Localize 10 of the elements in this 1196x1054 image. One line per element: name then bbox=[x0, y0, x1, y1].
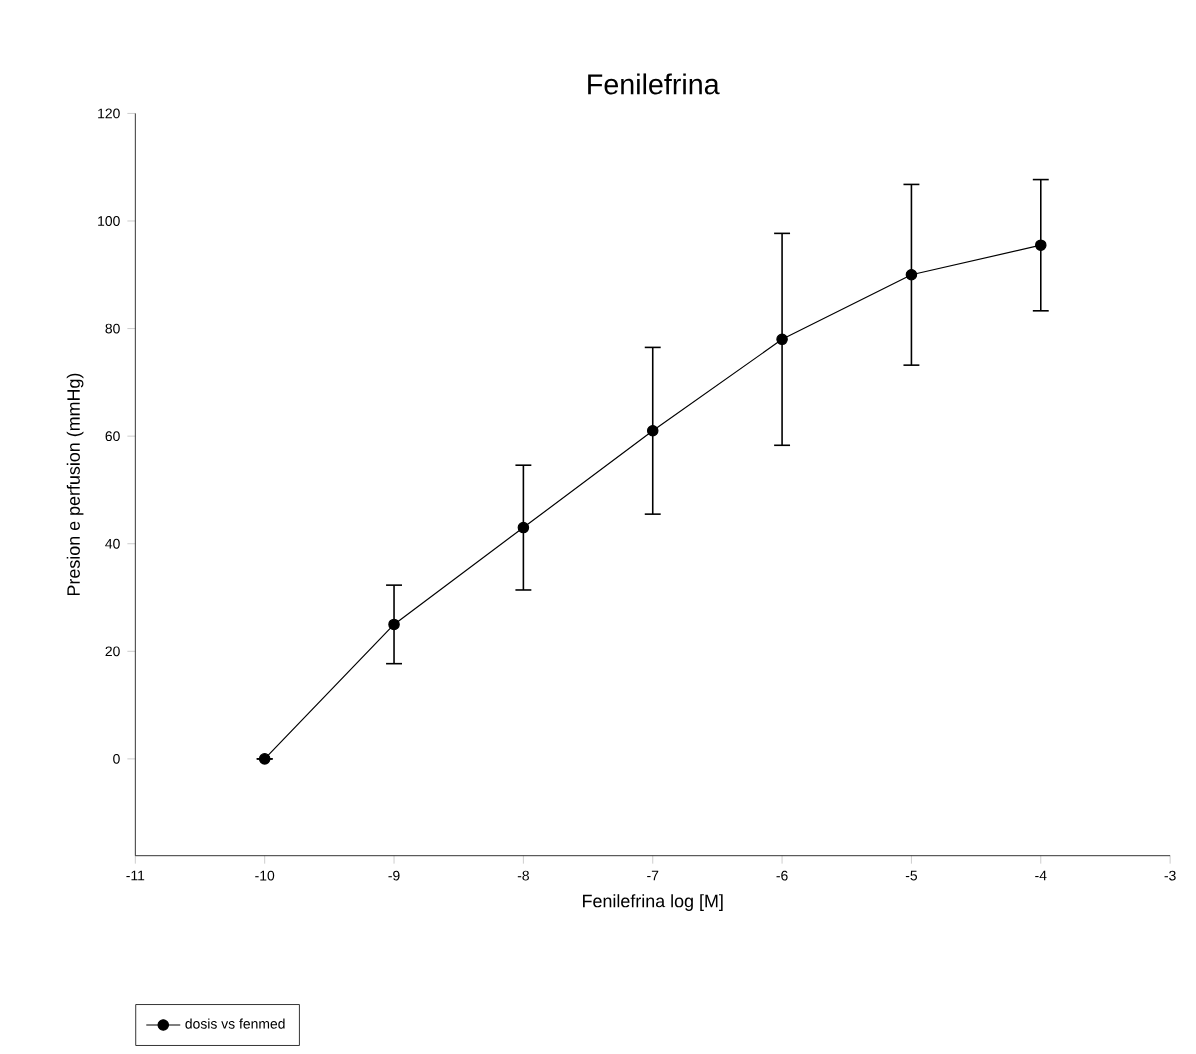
x-axis-title: Fenilefrina log [M] bbox=[583, 893, 723, 911]
point bbox=[776, 333, 788, 345]
point bbox=[646, 424, 659, 437]
point bbox=[388, 618, 400, 630]
point bbox=[905, 268, 918, 281]
point bbox=[1035, 239, 1047, 251]
point bbox=[517, 521, 530, 534]
y-axis-title: Presion e perfusion (mmHg) bbox=[66, 373, 84, 595]
chart-title: Fenilefrina bbox=[588, 73, 720, 95]
point bbox=[258, 752, 271, 765]
